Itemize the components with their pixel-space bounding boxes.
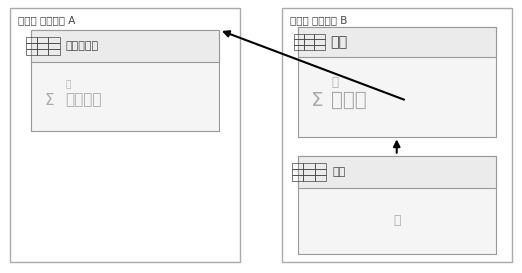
- Bar: [292, 169, 303, 175]
- Text: 日付: 日付: [332, 167, 346, 177]
- Bar: [315, 175, 326, 181]
- Bar: [282, 8, 512, 262]
- Bar: [31, 30, 219, 62]
- Bar: [49, 37, 60, 43]
- Bar: [314, 34, 325, 39]
- Bar: [292, 175, 303, 181]
- Bar: [314, 45, 325, 50]
- Bar: [31, 30, 219, 131]
- Bar: [26, 43, 37, 49]
- Bar: [49, 49, 60, 55]
- Text: 目標金額: 目標金額: [65, 93, 102, 108]
- Bar: [315, 169, 326, 175]
- Bar: [298, 156, 496, 188]
- Text: 年: 年: [393, 215, 400, 227]
- Bar: [303, 175, 315, 181]
- Text: ターゲット: ターゲット: [66, 41, 99, 51]
- Bar: [293, 45, 304, 50]
- Bar: [292, 163, 303, 169]
- Bar: [304, 45, 314, 50]
- Bar: [49, 43, 60, 49]
- Bar: [304, 34, 314, 39]
- Text: Σ: Σ: [44, 93, 54, 108]
- Bar: [298, 156, 496, 254]
- Text: Σ: Σ: [311, 91, 323, 110]
- Bar: [315, 163, 326, 169]
- Text: 売上: 売上: [330, 35, 348, 49]
- Bar: [303, 169, 315, 175]
- Bar: [37, 49, 49, 55]
- Bar: [26, 49, 37, 55]
- Bar: [303, 163, 315, 169]
- Bar: [298, 27, 496, 57]
- Text: ソース グループ A: ソース グループ A: [18, 15, 76, 25]
- Text: ソース グループ B: ソース グループ B: [290, 15, 347, 25]
- Bar: [37, 37, 49, 43]
- Bar: [304, 39, 314, 45]
- Bar: [10, 8, 240, 262]
- Text: 売上高: 売上高: [331, 91, 367, 110]
- Bar: [314, 39, 325, 45]
- Bar: [293, 39, 304, 45]
- Bar: [298, 27, 496, 136]
- Text: 年: 年: [65, 80, 70, 89]
- Text: 年: 年: [331, 76, 338, 89]
- Bar: [37, 43, 49, 49]
- Bar: [293, 34, 304, 39]
- Bar: [26, 37, 37, 43]
